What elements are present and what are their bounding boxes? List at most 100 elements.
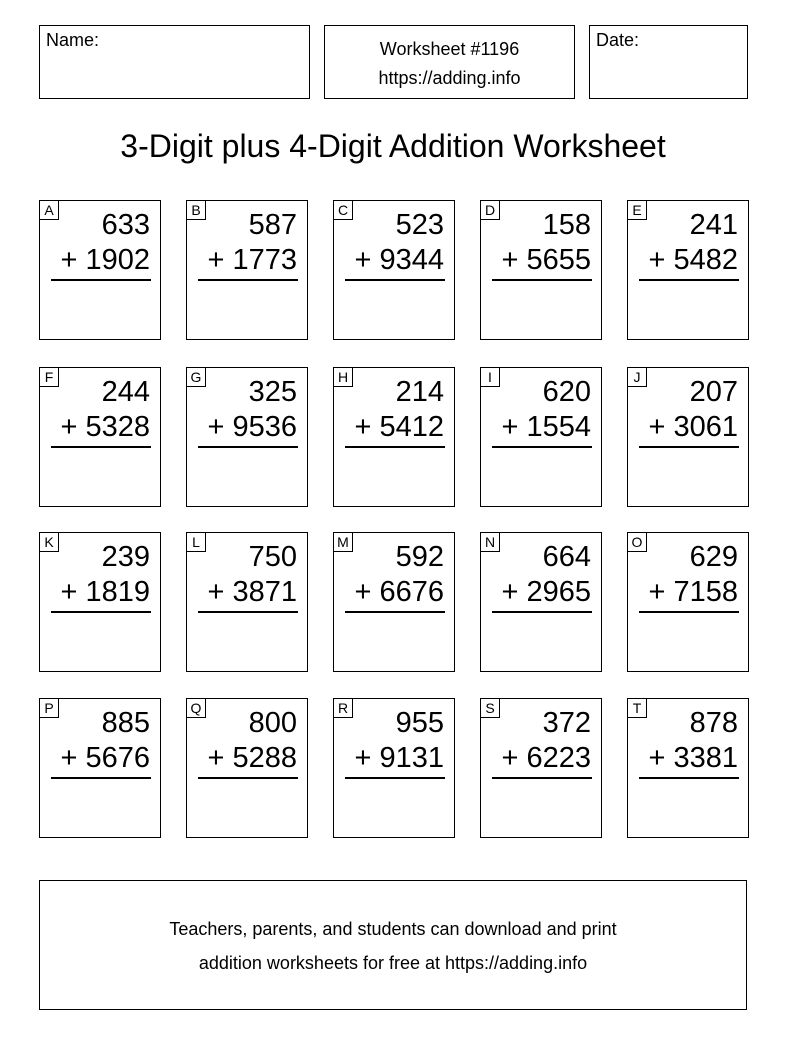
addend-bottom: + 9131 — [354, 742, 444, 774]
addend-top: 214 — [395, 376, 444, 408]
footer-box: Teachers, parents, and students can down… — [39, 880, 747, 1010]
addend-top: 523 — [395, 209, 444, 241]
addend-bottom: + 1554 — [501, 411, 591, 443]
problem-letter: M — [333, 532, 353, 552]
problem-b[interactable]: B 587 + 1773 — [186, 200, 308, 340]
addend-top: 372 — [542, 707, 591, 739]
addend-top: 592 — [395, 541, 444, 573]
name-field[interactable]: Name: — [39, 25, 310, 99]
problem-r[interactable]: R 955 + 9131 — [333, 698, 455, 838]
worksheet-url: https://adding.info — [378, 68, 521, 88]
addend-bottom: + 5412 — [354, 411, 444, 443]
problem-j[interactable]: J 207 + 3061 — [627, 367, 749, 507]
problem-letter: C — [333, 200, 353, 220]
answer-line — [345, 611, 445, 613]
addend-top: 750 — [248, 541, 297, 573]
addend-top: 955 — [395, 707, 444, 739]
answer-line — [492, 611, 592, 613]
addend-bottom: + 1819 — [60, 576, 150, 608]
addend-bottom: + 5288 — [207, 742, 297, 774]
problem-h[interactable]: H 214 + 5412 — [333, 367, 455, 507]
worksheet-info-box: Worksheet #1196 https://adding.info — [324, 25, 575, 99]
problem-t[interactable]: T 878 + 3381 — [627, 698, 749, 838]
addend-bottom: + 9344 — [354, 244, 444, 276]
addend-top: 885 — [101, 707, 150, 739]
answer-line — [639, 279, 739, 281]
addend-top: 620 — [542, 376, 591, 408]
problem-letter: J — [627, 367, 647, 387]
name-label: Name: — [46, 30, 100, 50]
addend-top: 633 — [101, 209, 150, 241]
problem-s[interactable]: S 372 + 6223 — [480, 698, 602, 838]
problem-letter: F — [39, 367, 59, 387]
addend-bottom: + 5482 — [648, 244, 738, 276]
addend-bottom: + 9536 — [207, 411, 297, 443]
addend-top: 664 — [542, 541, 591, 573]
problem-k[interactable]: K 239 + 1819 — [39, 532, 161, 672]
addend-bottom: + 5676 — [60, 742, 150, 774]
problem-letter: E — [627, 200, 647, 220]
problem-letter: L — [186, 532, 206, 552]
addend-bottom: + 6676 — [354, 576, 444, 608]
worksheet-number: Worksheet #1196 — [379, 39, 520, 59]
addend-top: 800 — [248, 707, 297, 739]
answer-line — [492, 279, 592, 281]
addend-bottom: + 3871 — [207, 576, 297, 608]
problem-g[interactable]: G 325 + 9536 — [186, 367, 308, 507]
problem-n[interactable]: N 664 + 2965 — [480, 532, 602, 672]
problem-q[interactable]: Q 800 + 5288 — [186, 698, 308, 838]
answer-line — [345, 279, 445, 281]
problem-letter: H — [333, 367, 353, 387]
addend-top: 244 — [101, 376, 150, 408]
problem-letter: N — [480, 532, 500, 552]
addend-top: 158 — [542, 209, 591, 241]
problem-p[interactable]: P 885 + 5676 — [39, 698, 161, 838]
problem-letter: Q — [186, 698, 206, 718]
addend-bottom: + 3381 — [648, 742, 738, 774]
addend-bottom: + 6223 — [501, 742, 591, 774]
addend-top: 239 — [101, 541, 150, 573]
footer-line-1: Teachers, parents, and students can down… — [169, 919, 617, 939]
problem-letter: P — [39, 698, 59, 718]
problem-letter: R — [333, 698, 353, 718]
answer-line — [51, 279, 151, 281]
problem-f[interactable]: F 244 + 5328 — [39, 367, 161, 507]
answer-line — [345, 777, 445, 779]
answer-line — [639, 611, 739, 613]
problem-d[interactable]: D 158 + 5655 — [480, 200, 602, 340]
answer-line — [51, 446, 151, 448]
answer-line — [198, 446, 298, 448]
addend-top: 241 — [689, 209, 738, 241]
page-title: 3-Digit plus 4-Digit Addition Worksheet — [120, 128, 666, 164]
addend-top: 587 — [248, 209, 297, 241]
answer-line — [51, 611, 151, 613]
answer-line — [492, 777, 592, 779]
answer-line — [198, 279, 298, 281]
problem-letter: T — [627, 698, 647, 718]
date-label: Date: — [596, 30, 640, 50]
addend-top: 325 — [248, 376, 297, 408]
addend-bottom: + 3061 — [648, 411, 738, 443]
date-field[interactable]: Date: — [589, 25, 748, 99]
problem-i[interactable]: I 620 + 1554 — [480, 367, 602, 507]
problem-l[interactable]: L 750 + 3871 — [186, 532, 308, 672]
answer-line — [639, 446, 739, 448]
problem-m[interactable]: M 592 + 6676 — [333, 532, 455, 672]
problem-letter: D — [480, 200, 500, 220]
problem-c[interactable]: C 523 + 9344 — [333, 200, 455, 340]
problem-letter: S — [480, 698, 500, 718]
addend-bottom: + 5655 — [501, 244, 591, 276]
problem-letter: I — [480, 367, 500, 387]
problem-e[interactable]: E 241 + 5482 — [627, 200, 749, 340]
problem-o[interactable]: O 629 + 7158 — [627, 532, 749, 672]
problem-letter: O — [627, 532, 647, 552]
footer-line-2: addition worksheets for free at https://… — [198, 953, 588, 973]
problem-letter: A — [39, 200, 59, 220]
addend-bottom: + 5328 — [60, 411, 150, 443]
problem-a[interactable]: A 633 + 1902 — [39, 200, 161, 340]
addend-top: 629 — [689, 541, 738, 573]
addend-top: 207 — [689, 376, 738, 408]
addend-top: 878 — [689, 707, 738, 739]
addend-bottom: + 1773 — [207, 244, 297, 276]
